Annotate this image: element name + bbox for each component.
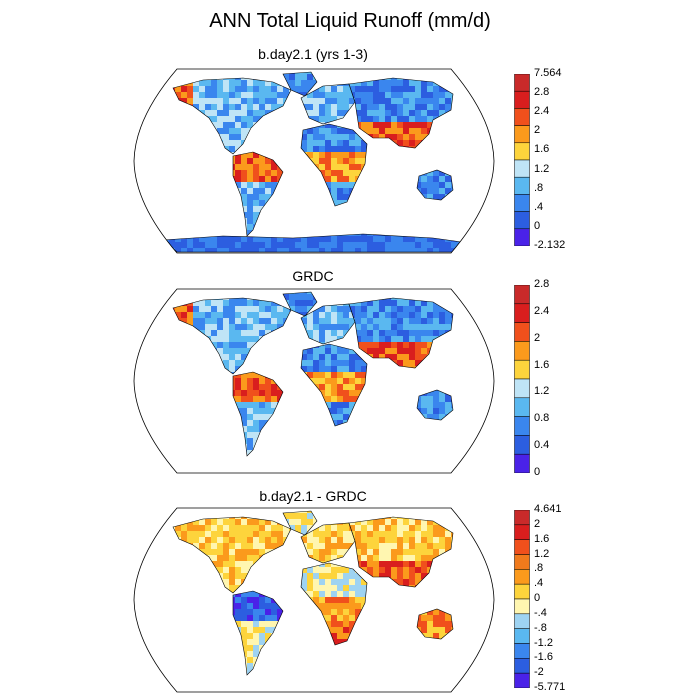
- colorbar-tick-label: 1.6: [534, 533, 549, 545]
- colorbar-swatch: [514, 341, 530, 361]
- colorbar-swatch: [514, 613, 530, 629]
- colorbar-tick-label: 1.2: [534, 163, 549, 175]
- colorbar-swatch: [514, 108, 530, 126]
- panel-title-grdc: GRDC: [133, 268, 493, 284]
- colorbar-swatch: [514, 125, 530, 144]
- colorbar-swatch: [514, 658, 530, 674]
- colorbar-tick-label: -1.6: [534, 651, 553, 663]
- colorbar-grdc: [514, 285, 530, 473]
- colorbar-swatch: [514, 453, 530, 473]
- colorbar-tick-label: 2: [534, 518, 540, 530]
- colorbar-tick-label: 1.2: [534, 548, 549, 560]
- colorbar-swatch: [514, 598, 530, 615]
- colorbar-swatch: [514, 628, 530, 644]
- map-projection-outline: [133, 68, 495, 254]
- map-projection-outline: [133, 507, 495, 693]
- colorbar-tick-label: 2: [534, 124, 540, 136]
- colorbar-tick-label: -1.2: [534, 637, 553, 649]
- colorbar-swatch: [514, 303, 530, 323]
- colorbar-tick-label: 0.4: [534, 439, 549, 451]
- colorbar-tick-label: 1.2: [534, 385, 549, 397]
- colorbar-swatch: [514, 285, 530, 305]
- colorbar-tick-label: 2.8: [534, 278, 549, 290]
- colorbar-tick-label: 1.6: [534, 359, 549, 371]
- colorbar-swatch: [514, 672, 530, 688]
- colorbar-swatch: [514, 228, 530, 246]
- colorbar-tick-label: 7.564: [534, 67, 562, 79]
- colorbar-tick-label: .4: [534, 577, 543, 589]
- colorbar-tick-label: -5.771: [534, 681, 565, 693]
- colorbar-difference: [514, 510, 530, 688]
- colorbar-tick-label: 2.8: [534, 86, 549, 98]
- colorbar-swatch: [514, 176, 530, 195]
- colorbar-swatch: [514, 435, 530, 455]
- colorbar-swatch: [514, 554, 530, 570]
- colorbar-tick-label: -.8: [534, 622, 547, 634]
- colorbar-swatch: [514, 569, 530, 585]
- colorbar-swatch: [514, 583, 530, 600]
- colorbar-swatch: [514, 510, 530, 526]
- map-land-grid: [134, 508, 494, 692]
- colorbar-swatch: [514, 416, 530, 436]
- colorbar-swatch: [514, 159, 530, 178]
- map-land-grid: [134, 69, 494, 253]
- colorbar-swatch: [514, 539, 530, 555]
- colorbar-tick-label: .8: [534, 562, 543, 574]
- world-map-model-runoff: [133, 68, 495, 254]
- colorbar-tick-label: 0.8: [534, 412, 549, 424]
- colorbar-tick-label: -2: [534, 666, 544, 678]
- colorbar-tick-label: 1.6: [534, 143, 549, 155]
- colorbar-swatch: [514, 397, 530, 417]
- colorbar-tick-label: .4: [534, 201, 543, 213]
- world-map-difference-runoff: [133, 507, 495, 693]
- world-map-grdc-runoff: [133, 288, 495, 474]
- colorbar-tick-label: 0: [534, 220, 540, 232]
- map-land-grid: [134, 289, 494, 473]
- colorbar-tick-label: 4.641: [534, 503, 562, 515]
- colorbar-tick-label: -.4: [534, 607, 547, 619]
- colorbar-tick-label: 2.4: [534, 105, 549, 117]
- colorbar-tick-label: 0: [534, 592, 540, 604]
- colorbar-swatch: [514, 524, 530, 540]
- figure-title: ANN Total Liquid Runoff (mm/d): [0, 10, 700, 33]
- colorbar-swatch: [514, 74, 530, 92]
- colorbar-tick-label: -2.132: [534, 239, 565, 251]
- panel-title-difference: b.day2.1 - GRDC: [133, 488, 493, 504]
- colorbar-tick-label: .8: [534, 182, 543, 194]
- colorbar-swatch: [514, 643, 530, 659]
- colorbar-swatch: [514, 211, 530, 230]
- colorbar-swatch: [514, 322, 530, 342]
- colorbar-tick-label: 2.4: [534, 305, 549, 317]
- colorbar-swatch: [514, 194, 530, 212]
- map-projection-outline: [133, 288, 495, 474]
- panel-title-model: b.day2.1 (yrs 1-3): [133, 46, 493, 62]
- colorbar-model: [514, 74, 530, 246]
- colorbar-tick-label: 2: [534, 332, 540, 344]
- colorbar-swatch: [514, 142, 530, 161]
- colorbar-tick-label: 0: [534, 466, 540, 478]
- colorbar-swatch: [514, 378, 530, 399]
- colorbar-swatch: [514, 90, 530, 109]
- colorbar-swatch: [514, 359, 530, 380]
